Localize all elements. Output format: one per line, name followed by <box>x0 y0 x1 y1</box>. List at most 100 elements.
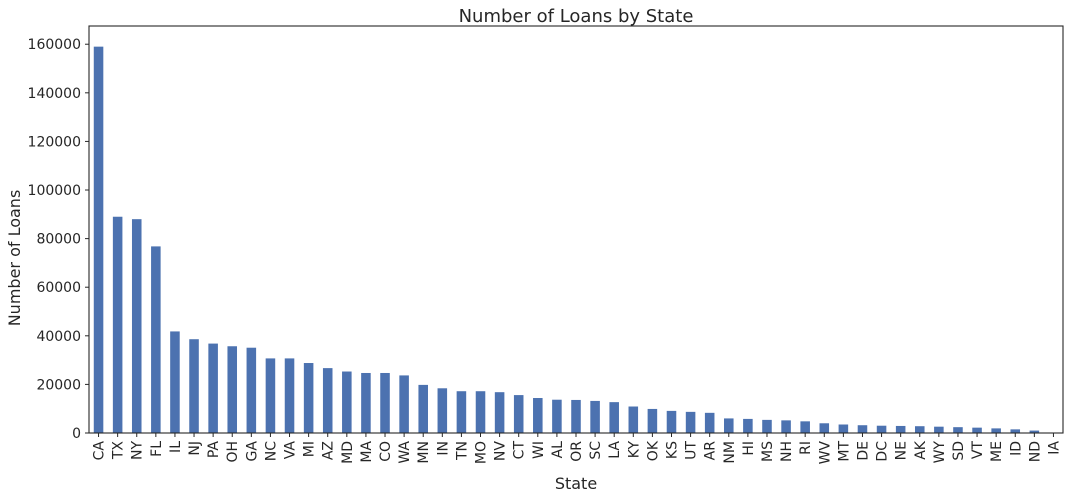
bar-ct <box>513 395 524 433</box>
x-tick-label-nv: NV <box>493 441 509 461</box>
bar-az <box>322 368 333 433</box>
x-tick-label-fl: FL <box>149 441 165 457</box>
x-tick-label-nj: NJ <box>187 441 203 456</box>
x-tick-label-ms: MS <box>760 441 776 462</box>
bar-ok <box>647 408 658 433</box>
x-tick-label-ny: NY <box>130 441 146 460</box>
x-tick-label-id: ID <box>1008 441 1024 456</box>
x-axis-label: State <box>555 474 597 493</box>
y-axis-label: Number of Loans <box>5 190 24 327</box>
bar-ar <box>704 412 715 433</box>
x-tick-label-ri: RI <box>798 441 814 455</box>
bar-ny <box>131 219 142 433</box>
x-tick-label-vt: VT <box>970 441 986 460</box>
bar-ut <box>685 411 696 433</box>
plot-frame <box>88 25 1064 434</box>
y-tick-label-40000: 40000 <box>36 329 81 345</box>
x-tick-label-sc: SC <box>588 441 604 460</box>
bar-tn <box>456 391 467 433</box>
bars-group <box>93 46 1040 434</box>
bar-ga <box>246 347 257 433</box>
bar-la <box>609 402 619 433</box>
x-tick-label-ct: CT <box>512 441 528 460</box>
bar-wi <box>533 398 543 433</box>
y-tick-label-20000: 20000 <box>36 377 81 393</box>
bar-nh <box>781 420 791 433</box>
bar-ky <box>628 406 639 433</box>
y-axis: 0 20000 40000 60000 80000 100000 120000 140000 1… <box>28 37 89 442</box>
y-tick-label-100000: 100000 <box>28 183 81 199</box>
bar-ri <box>800 421 810 433</box>
bar-va <box>284 358 295 433</box>
x-tick-label-nh: NH <box>779 441 795 462</box>
bar-id <box>1010 429 1021 433</box>
x-tick-label-ma: MA <box>359 441 375 463</box>
bar-fl <box>151 246 161 433</box>
bar-dc <box>876 425 887 433</box>
x-tick-label-de: DE <box>855 441 871 461</box>
bar-sc <box>590 400 600 433</box>
x-tick-label-ut: UT <box>684 441 700 460</box>
bar-il <box>170 331 180 433</box>
bar-wy <box>934 426 944 433</box>
x-tick-label-ca: CA <box>92 441 108 461</box>
bar-ma <box>361 372 371 433</box>
bar-ms <box>762 419 772 433</box>
x-tick-label-ia: IA <box>1046 441 1062 455</box>
x-tick-label-me: ME <box>989 441 1005 462</box>
bar-in <box>437 388 448 433</box>
x-tick-label-oh: OH <box>225 441 241 463</box>
x-tick-label-or: OR <box>569 441 585 462</box>
bar-or <box>571 399 581 433</box>
bar-wv <box>819 423 830 433</box>
bar-oh <box>227 346 238 433</box>
x-tick-label-dc: DC <box>875 441 891 462</box>
x-tick-label-nc: NC <box>263 441 279 461</box>
bar-me <box>991 428 1001 433</box>
x-tick-label-ar: AR <box>703 441 719 461</box>
x-tick-label-ky: KY <box>626 441 642 459</box>
bar-md <box>342 371 352 433</box>
x-tick-label-nd: ND <box>1027 441 1043 462</box>
x-tick-label-wy: WY <box>932 441 948 464</box>
x-tick-label-in: IN <box>435 441 451 456</box>
x-tick-label-ks: KS <box>664 441 680 459</box>
x-tick-label-al: AL <box>550 441 566 459</box>
bar-sd <box>953 427 963 433</box>
bar-nj <box>189 339 199 433</box>
x-tick-label-az: AZ <box>321 441 337 460</box>
x-tick-label-va: VA <box>283 441 299 460</box>
bar-mn <box>418 384 428 433</box>
x-tick-label-pa: PA <box>206 441 222 459</box>
y-tick-label-160000: 160000 <box>28 37 81 53</box>
bar-ks <box>666 410 677 433</box>
x-tick-label-wv: WV <box>817 441 833 465</box>
bar-ca <box>93 46 104 434</box>
x-tick-label-tn: TN <box>454 441 470 461</box>
bar-nm <box>724 418 734 433</box>
x-tick-label-co: CO <box>378 441 394 462</box>
chart-title: Number of Loans by State <box>459 6 694 27</box>
x-tick-label-md: MD <box>340 441 356 464</box>
y-tick-label-60000: 60000 <box>36 280 81 296</box>
x-axis: CA TX NY FL IL NJ PA OH GA NC VA MI AZ MD MA CO WA MN IN TN… <box>92 433 1062 465</box>
x-tick-label-mt: MT <box>836 441 852 462</box>
y-tick-label-140000: 140000 <box>28 86 81 102</box>
x-tick-label-la: LA <box>607 441 623 459</box>
y-tick-label-0: 0 <box>72 426 81 442</box>
x-tick-label-wi: WI <box>531 441 547 459</box>
x-tick-label-ga: GA <box>244 441 260 462</box>
x-tick-label-sd: SD <box>951 441 967 461</box>
bar-wa <box>399 375 409 433</box>
x-tick-label-ak: AK <box>913 440 929 460</box>
x-tick-label-ne: NE <box>894 441 910 460</box>
y-tick-label-120000: 120000 <box>28 134 81 150</box>
x-tick-label-wa: WA <box>397 441 413 464</box>
bar-ak <box>914 426 925 433</box>
x-tick-label-mo: MO <box>474 441 490 464</box>
bar-ne <box>895 425 906 433</box>
bar-mt <box>838 424 849 433</box>
x-tick-label-ok: OK <box>645 440 661 461</box>
bar-nc <box>265 358 276 433</box>
x-tick-label-nm: NM <box>722 441 738 464</box>
